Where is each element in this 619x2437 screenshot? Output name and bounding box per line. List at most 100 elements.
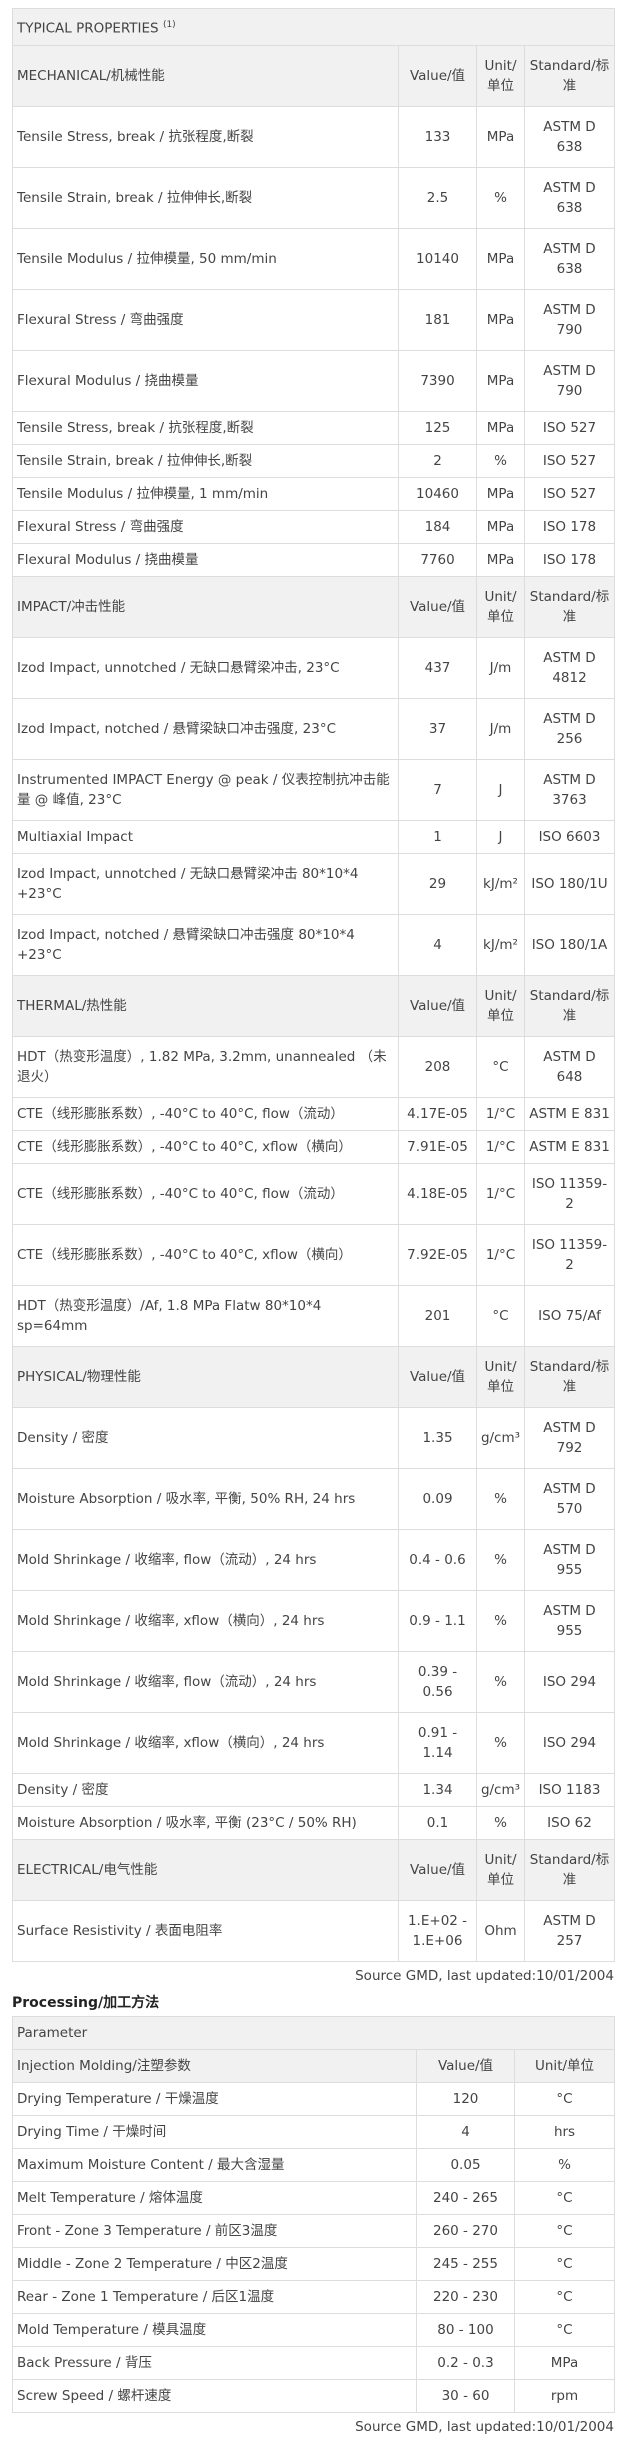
standard: ASTM E 831 xyxy=(524,1129,615,1164)
section-name: MECHANICAL/机械性能 xyxy=(12,44,399,107)
section-name: ELECTRICAL/电气性能 xyxy=(12,1838,399,1901)
property-name: Tensile Stress, break / 抗张程度,断裂 xyxy=(12,410,399,445)
section-name: IMPACT/冲击性能 xyxy=(12,575,399,638)
unit: °C xyxy=(513,2180,616,2215)
value: 37 xyxy=(398,697,477,760)
property-name: Flexural Modulus / 挠曲模量 xyxy=(12,349,399,412)
property-row: Izod Impact, unnotched / 无缺口悬臂梁冲击, 23°C 4… xyxy=(12,636,615,699)
property-row: CTE（线形膨胀系数）, -40°C to 40°C, xflow（横向） 7.9… xyxy=(12,1223,615,1286)
property-name: Flexural Stress / 弯曲强度 xyxy=(12,509,399,544)
table-title: TYPICAL PROPERTIES xyxy=(17,20,159,37)
property-name: Izod Impact, notched / 悬臂梁缺口冲击强度 80*10*4… xyxy=(12,913,399,976)
value: 220 - 230 xyxy=(416,2279,515,2314)
column-header: Unit/单位 xyxy=(513,2048,616,2083)
property-name: Instrumented IMPACT Energy @ peak / 仪表控制… xyxy=(12,758,399,821)
column-header: Value/值 xyxy=(416,2048,515,2083)
standard: ASTM D 4812 xyxy=(543,649,596,686)
title-cell: TYPICAL PROPERTIES (1) xyxy=(12,8,615,46)
property-name: Surface Resistivity / 表面电阻率 xyxy=(12,1899,399,1962)
standard: ASTM D 638 xyxy=(543,179,596,216)
standard: ISO 75/Af xyxy=(524,1284,615,1347)
cell: ASTM D 648 xyxy=(524,1035,615,1098)
unit: % xyxy=(513,2147,616,2182)
property-name: Mold Shrinkage / 收缩率, flow（流动）, 24 hrs xyxy=(12,1650,399,1713)
value: 0.09 xyxy=(398,1467,477,1530)
unit: °C xyxy=(513,2081,616,2116)
standard: ASTM D 570 xyxy=(543,1480,596,1517)
property-name: Mold Shrinkage / 收缩率, xflow（横向）, 24 hrs xyxy=(12,1711,399,1774)
parameter-row: Parameter xyxy=(11,2015,616,2050)
column-header: Standard/标准 xyxy=(524,1838,615,1901)
standard: ISO 180/1A xyxy=(524,913,615,976)
property-name: Tensile Modulus / 拉伸模量, 50 mm/min xyxy=(12,227,399,290)
source-note: Source GMD, last updated:10/01/2004 xyxy=(355,1967,614,1984)
value: 4 xyxy=(416,2114,515,2149)
unit: % xyxy=(476,1805,525,1840)
property-row: CTE（线形膨胀系数）, -40°C to 40°C, flow（流动） 4.17… xyxy=(12,1096,615,1131)
parameter-name: Back Pressure / 背压 xyxy=(12,2345,417,2380)
cell: ASTM D 638 xyxy=(524,105,615,168)
title-note: (1) xyxy=(162,20,176,30)
property-row: Tensile Modulus / 拉伸模量, 1 mm/min 10460 MPa… xyxy=(12,476,615,511)
processing-title: Processing/加工方法 xyxy=(12,1994,160,2011)
value: 437 xyxy=(398,636,477,699)
parameter-name: Middle - Zone 2 Temperature / 中区2温度 xyxy=(12,2246,417,2281)
value: 7390 xyxy=(398,349,477,412)
properties-table: TYPICAL PROPERTIES (1) MECHANICAL/机械性能 Val… xyxy=(12,8,615,1962)
unit: % xyxy=(476,1650,525,1713)
value: 0.9 - 1.1 xyxy=(398,1589,477,1652)
processing-table: Parameter Injection Molding/注塑参数 Value/值 Un… xyxy=(11,2015,616,2413)
unit: % xyxy=(476,1467,525,1530)
column-header: Unit/单位 xyxy=(476,1838,525,1901)
property-row: Multiaxial Impact 1 J ISO 6603 xyxy=(12,819,615,854)
cell: ASTM D 790 xyxy=(524,349,615,412)
standard: ASTM D 792 xyxy=(543,1419,596,1456)
cell: ASTM D 570 xyxy=(524,1467,615,1530)
property-row: Moisture Absorption / 吸水率, 平衡, 50% RH, 2… xyxy=(12,1467,615,1530)
property-name: Density / 密度 xyxy=(12,1772,399,1807)
column-header: Standard/标准 xyxy=(524,1345,615,1408)
standard: ASTM D 3763 xyxy=(543,771,596,808)
standard: ASTM D 257 xyxy=(543,1912,596,1949)
unit: g/cm³ xyxy=(476,1772,525,1807)
unit: 1/°C xyxy=(476,1096,525,1131)
value: 4.17E-05 xyxy=(398,1096,477,1131)
property-row: CTE（线形膨胀系数）, -40°C to 40°C, flow（流动） 4.18… xyxy=(12,1162,615,1225)
unit: 1/°C xyxy=(476,1223,525,1286)
property-name: CTE（线形膨胀系数）, -40°C to 40°C, xflow（横向） xyxy=(12,1223,399,1286)
processing-row: Maximum Moisture Content / 最大含湿量 0.05% xyxy=(12,2147,616,2182)
property-name: CTE（线形膨胀系数）, -40°C to 40°C, xflow（横向） xyxy=(12,1129,399,1164)
standard: ASTM D 955 xyxy=(543,1541,596,1578)
unit: kJ/m² xyxy=(476,913,525,976)
unit: % xyxy=(476,1528,525,1591)
property-row: Flexural Modulus / 挠曲模量 7390 MPa ASTM D 790 xyxy=(12,349,615,412)
section-header: IMPACT/冲击性能 Value/值 Unit/单位 Standard/标准 xyxy=(12,575,615,638)
processing-row: Drying Time / 干燥时间 4 hrs xyxy=(12,2114,616,2149)
processing-row: Back Pressure / 背压 0.2 - 0.3 MPa xyxy=(12,2345,616,2380)
cell: ASTM D 638 xyxy=(524,166,615,229)
property-name: Tensile Modulus / 拉伸模量, 1 mm/min xyxy=(12,476,399,511)
column-header: Unit/单位 xyxy=(476,44,525,107)
standard: ISO 527 xyxy=(524,410,615,445)
unit: MPa xyxy=(476,542,525,577)
property-row: HDT（热变形温度）/Af, 1.8 MPa Flatw 80*10*4 sp=… xyxy=(12,1284,615,1347)
cell: ASTM D 257 xyxy=(524,1899,615,1962)
cell: ASTM D 792 xyxy=(524,1406,615,1469)
value: 181 xyxy=(398,288,477,351)
processing-row: Front - Zone 3 Temperature / 前区3温度 260 - … xyxy=(12,2213,616,2248)
property-name: Izod Impact, notched / 悬臂梁缺口冲击强度, 23°C xyxy=(12,697,399,760)
column-header: Unit/单位 xyxy=(476,575,525,638)
property-row: Mold Shrinkage / 收缩率, xflow（横向）, 24 hrs 0… xyxy=(12,1589,615,1652)
value: 0.39 - 0.56 xyxy=(398,1650,477,1713)
cell: ASTM D 256 xyxy=(524,697,615,760)
unit: MPa xyxy=(476,349,525,412)
property-row: Tensile Stress, break / 抗张程度,断裂 133 MPa AST… xyxy=(12,105,615,168)
standard: ASTM D 648 xyxy=(543,1048,596,1085)
property-row: Tensile Stress, break / 抗张程度,断裂 125 MPa ISO… xyxy=(12,410,615,445)
unit: % xyxy=(476,1711,525,1774)
unit: % xyxy=(476,443,525,478)
property-row: Tensile Strain, break / 拉伸伸长,断裂 2.5% ASTM … xyxy=(12,166,615,229)
parameter-name: Front - Zone 3 Temperature / 前区3温度 xyxy=(12,2213,417,2248)
standard: ASTM D 638 xyxy=(543,240,596,277)
